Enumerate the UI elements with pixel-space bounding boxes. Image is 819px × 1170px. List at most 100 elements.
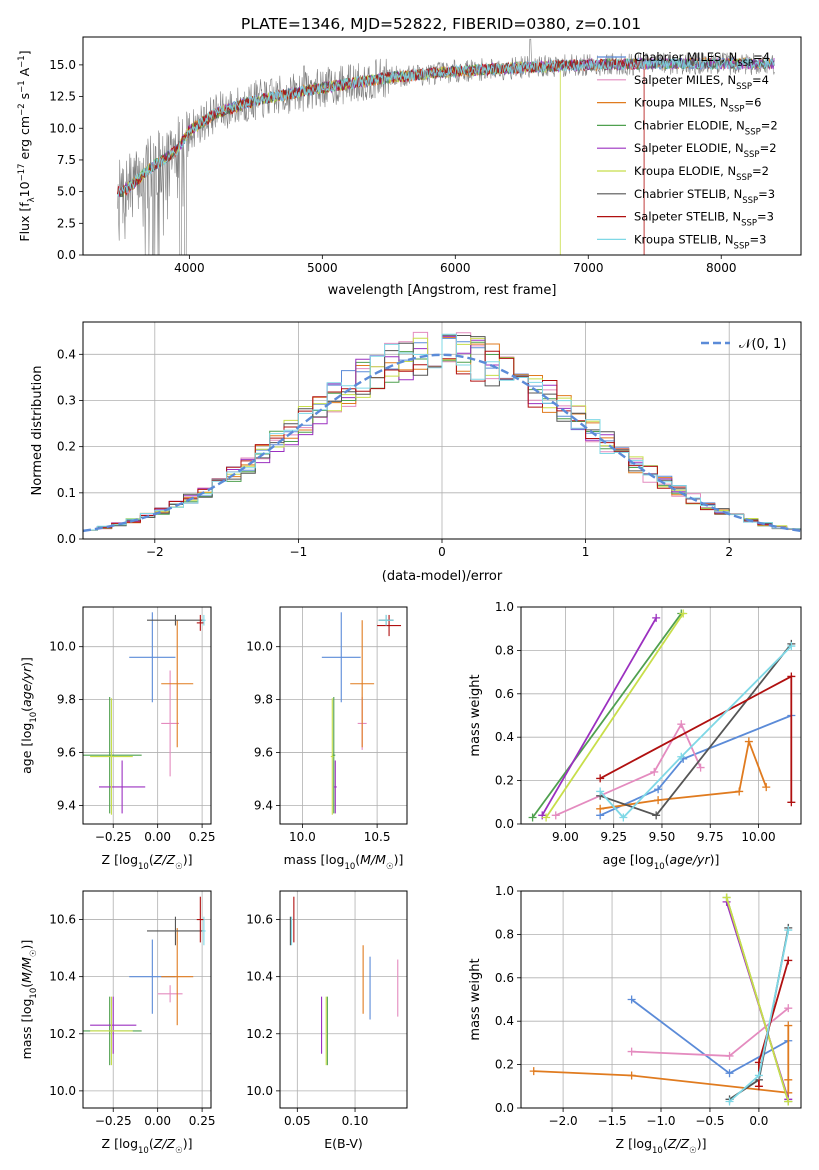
x-tick-label: 10.5 [364,830,391,844]
x-tick-label: 0.05 [284,1114,311,1128]
y-tick-label: 0.6 [495,971,514,985]
y-tick-label: 10.4 [49,970,76,984]
legend-label: Salpeter STELIB, NSSP=3 [634,210,774,229]
label-part: −2 [17,103,27,116]
label-part: −1 [17,55,27,68]
x-tick-label: −1.5 [597,1114,626,1128]
label-part: Z/Z [153,852,176,867]
y-tick-label: 5.0 [57,185,76,199]
legend-label: Salpeter ELODIE, NSSP=2 [634,141,777,160]
series-marker [596,774,605,783]
x-tick-label: −2 [146,545,164,559]
y-tick-label: 10.6 [246,913,273,927]
y-tick-label: 9.8 [254,693,273,707]
series-marker [754,1082,763,1091]
label-part: Z [log [102,852,138,867]
series-marker [784,1004,793,1013]
series-marker [650,767,659,776]
series-marker [744,737,753,746]
errorbar-chabrier-stelib [147,916,204,946]
label-part: Z [log [102,1136,138,1151]
label-part: 10 [138,1146,149,1156]
series-marker [754,1071,763,1080]
label-part: mass [log [19,999,34,1060]
plot-area [117,38,775,255]
y-axis-label: Normed distribution [30,366,45,496]
y-tick-label: 10.4 [246,970,273,984]
y-tick-label: 10.0 [246,1084,273,1098]
series-marker [596,787,605,796]
y-tick-label: 0.4 [57,347,76,361]
axes-frame [520,890,802,1109]
y-tick-label: 9.6 [57,746,76,760]
series-marker [677,720,686,729]
axes-frame [82,36,802,256]
plot-area [289,896,399,1066]
series-salpeter-stelib [596,672,796,807]
x-tick-label: 8000 [706,261,737,275]
series-marker [784,1097,793,1106]
errorbar-kroupa-stelib [378,614,394,626]
label-part: s [17,93,32,104]
series-salpeter-elodie [538,613,661,820]
x-tick-label: 2 [725,545,733,559]
label-part: mass [log [284,852,345,867]
label-part: SSP [736,82,752,92]
series-line [725,897,790,1102]
y-tick-label: 10.6 [49,913,76,927]
series-line [531,612,683,819]
series-kroupa-stelib [725,926,793,1106]
y-tick-label: 0.8 [495,927,514,941]
series-marker [654,796,663,805]
errorbar-salpeter-stelib [196,896,204,943]
panel-age-vs-Z: −0.25 0.00 0.259.49.69.810.0Z [log10(Z/Z☉)… [19,606,215,872]
series-line [599,714,792,817]
series-marker [784,1021,793,1030]
label-part: −1 [17,80,27,93]
y-tick-label: 9.4 [57,798,76,812]
label-part: ☉ [29,949,39,957]
series-marker [696,763,705,772]
label-part: age [log [19,723,34,774]
x-tick-label: 0.25 [189,1114,216,1128]
series-marker [735,787,744,796]
errorbar-chabrier-elodie [83,696,142,814]
x-axis-label: Z [log10(Z/Z☉)] [102,852,193,872]
series-line [541,617,657,816]
label-part: ] [17,50,32,55]
x-tick-label: 6000 [440,261,471,275]
plot-area [528,609,796,822]
label-part: ☉ [689,1146,697,1156]
label-part: ☉ [386,862,394,872]
label-part: )] [394,852,404,867]
x-axis-label: wavelength [Angstrom, rest frame] [328,283,557,298]
y-tick-label: 0.4 [495,730,514,744]
panel-age-vs-mass: 10.0 10.5 9.4 9.6 9.8 10.0 mass [log10(M/M☉)] [246,606,408,872]
series-marker [619,813,628,822]
y-tick-label: 1.0 [495,884,514,898]
label-part: Chabrier ELODIE, N [634,118,745,132]
panel-spectrum: 4000 5000 6000 7000 8000 0.0 2.5 5.0 7.5 10.0 12.5… [17,36,802,298]
x-tick-label: 9.50 [649,830,676,844]
label-part: ☉ [175,862,183,872]
label-part: )] [19,657,34,667]
series-marker [551,811,560,820]
series-marker [542,813,551,822]
errorbar-kroupa-miles [161,928,194,1026]
panel-mass-vs-ebv: 0.05 0.10 10.0 10.2 10.4 10.6 E(B-V) [246,890,408,1151]
label-part: age/yr [19,666,34,707]
label-part: 10 [29,988,39,999]
y-tick-label: 0.2 [57,440,76,454]
x-tick-label: 9.00 [552,830,579,844]
axes-frame [279,890,408,1109]
series-marker [679,609,688,618]
y-tick-label: 0.0 [57,248,76,262]
histogram-step-8 [83,333,801,531]
series-kroupa-elodie [722,893,793,1106]
label-part: =6 [744,96,761,110]
errorbar-chabrier-miles [129,612,176,703]
series-marker [725,1097,734,1106]
x-tick-label: 9.75 [697,830,724,844]
label-part: Z [log [616,1136,652,1151]
